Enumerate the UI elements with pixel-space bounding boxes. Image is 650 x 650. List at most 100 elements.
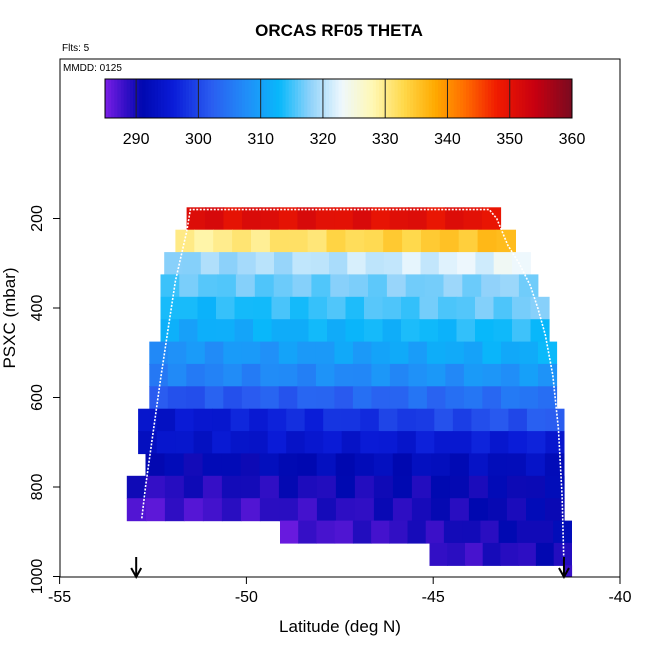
colorbar-swatch [481,79,486,118]
heatmap-cell [138,408,158,432]
heatmap-cell [297,386,317,410]
colorbar-swatch [394,79,399,118]
heatmap-cell [205,207,225,231]
heatmap-cell [316,520,336,544]
heatmap-cell [260,363,280,387]
colorbar-swatch [438,79,442,118]
heatmap-cell [545,431,565,455]
heatmap-cell [304,431,324,455]
colorbar-swatch [519,79,523,118]
heatmap-cell [465,542,484,566]
heatmap-cell [397,431,417,455]
heatmap-cell [230,408,250,432]
heatmap-cell [149,386,169,410]
colorbar-swatch [547,79,551,118]
heatmap-cell [164,475,185,499]
heatmap-cell [401,319,421,343]
colorbar-swatch [375,79,380,118]
colorbar-tick-label: 290 [123,131,150,148]
heatmap-cell [519,386,539,410]
colorbar-swatch [515,79,520,118]
heatmap-cell [438,319,458,343]
colorbar-swatch [319,79,324,118]
colorbar-swatch [192,79,196,118]
heatmap-cell [526,408,546,432]
x-tick-label: -40 [608,589,631,606]
colorbar-swatch [288,79,293,118]
heatmap-cell [345,296,365,320]
heatmap-cell [329,252,348,276]
heatmap-cell [498,520,518,544]
heatmap-cell [311,274,331,298]
colorbar-swatch [266,79,271,118]
x-tick-label: -50 [235,589,258,606]
colorbar-tick-label: 330 [372,131,399,148]
date-label: MMDD: 0125 [63,63,122,74]
colorbar-swatch [494,79,498,118]
heatmap-cell [160,319,180,343]
colorbar-swatch [528,79,532,118]
colorbar-swatch [238,79,243,118]
heatmap-cell [241,363,261,387]
heatmap-cell [408,341,428,365]
heatmap-cell [308,319,328,343]
heatmap-cell [280,520,299,544]
colorbar-tick-label: 350 [496,131,523,148]
heatmap-cell [500,274,520,298]
colorbar-swatch [148,79,153,118]
colorbar-swatch [198,79,202,118]
colorbar-swatch [263,79,268,118]
heatmap-cell [335,498,356,522]
colorbar-swatch [491,79,495,118]
colorbar-swatch [335,79,339,118]
heatmap-cell [183,498,204,522]
heatmap-cell [327,319,347,343]
colorbar-swatch [285,79,290,118]
heatmap-cell [512,296,532,320]
heatmap-cell [240,498,261,522]
colorbar-swatch [294,79,299,118]
colorbar-swatch [422,79,427,118]
colorbar-swatch [543,79,548,118]
heatmap-cell [334,363,354,387]
heatmap-cell [493,252,513,276]
y-tick-label: 400 [29,295,46,322]
colorbar-swatch [509,79,514,118]
heatmap-cell [508,431,528,455]
colorbar-swatch [270,79,274,118]
heatmap-cell [297,498,318,522]
heatmap-cell [335,453,356,477]
colorbar-swatch [425,79,430,118]
heatmap-cell [389,520,409,544]
heatmap-cell [194,229,214,253]
heatmap-cell [506,453,527,477]
heatmap-cell [292,252,312,276]
heatmap-cell [371,341,391,365]
heatmap-cell [489,431,509,455]
heatmap-cell [316,453,337,477]
heatmap-cell [221,475,242,499]
heatmap-cell [237,252,257,276]
heatmap-cell [360,408,380,432]
heatmap-cell [475,252,495,276]
heatmap-cell [468,498,489,522]
heatmap-cell [260,207,280,231]
colorbar-swatch [431,79,436,118]
colorbar-swatch [453,79,458,118]
heatmap-cell [235,274,256,298]
colorbar-tick-label: 340 [434,131,461,148]
heatmap-cell [259,453,280,477]
heatmap-cell [274,252,293,276]
heatmap-cell [307,229,328,253]
colorbar-swatch [235,79,240,118]
heatmap-cell [278,453,299,477]
heatmap-cell [365,252,385,276]
heatmap-cell [389,363,409,387]
heatmap-cell [297,453,318,477]
flight-track [141,208,565,568]
colorbar-swatch [245,79,249,118]
heatmap-cell [223,363,243,387]
colorbar-swatch [344,79,349,118]
heatmap-cell [145,475,166,499]
heatmap-cell [364,319,384,343]
